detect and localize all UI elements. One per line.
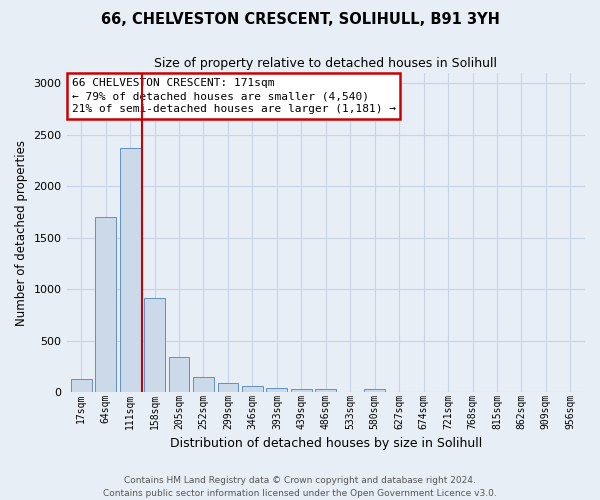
Text: 66 CHELVESTON CRESCENT: 171sqm
← 79% of detached houses are smaller (4,540)
21% : 66 CHELVESTON CRESCENT: 171sqm ← 79% of … [72, 78, 396, 114]
Bar [316, 390, 336, 392]
Bar [95, 217, 116, 392]
Bar [291, 389, 312, 392]
Bar [266, 388, 287, 392]
Bar [144, 298, 165, 392]
Bar [364, 390, 385, 392]
Bar [169, 357, 190, 392]
Text: 66, CHELVESTON CRESCENT, SOLIHULL, B91 3YH: 66, CHELVESTON CRESCENT, SOLIHULL, B91 3… [101, 12, 499, 28]
Bar [193, 376, 214, 392]
Bar [71, 378, 92, 392]
Bar [218, 383, 238, 392]
X-axis label: Distribution of detached houses by size in Solihull: Distribution of detached houses by size … [170, 437, 482, 450]
Y-axis label: Number of detached properties: Number of detached properties [15, 140, 28, 326]
Bar [242, 386, 263, 392]
Text: Contains HM Land Registry data © Crown copyright and database right 2024.
Contai: Contains HM Land Registry data © Crown c… [103, 476, 497, 498]
Bar [120, 148, 140, 392]
Title: Size of property relative to detached houses in Solihull: Size of property relative to detached ho… [154, 58, 497, 70]
